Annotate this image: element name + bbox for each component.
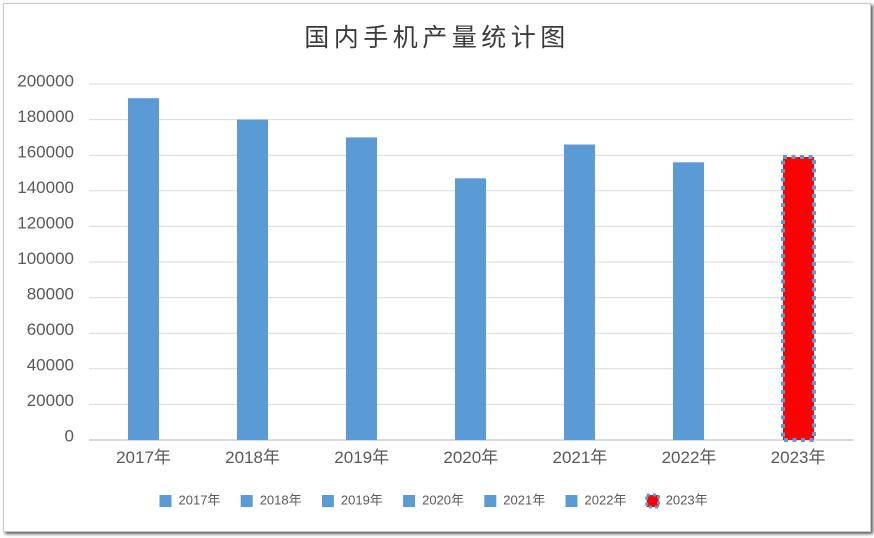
svg-text:160000: 160000 <box>17 143 74 162</box>
svg-text:200000: 200000 <box>17 72 74 91</box>
svg-text:100000: 100000 <box>17 249 74 268</box>
svg-text:2021年: 2021年 <box>552 448 607 467</box>
svg-text:2020年: 2020年 <box>443 448 498 467</box>
svg-text:2019年: 2019年 <box>341 493 383 508</box>
svg-text:2018年: 2018年 <box>260 493 302 508</box>
svg-text:2022年: 2022年 <box>585 493 627 508</box>
svg-text:80000: 80000 <box>27 285 74 304</box>
svg-text:180000: 180000 <box>17 107 74 126</box>
svg-text:2017年: 2017年 <box>179 493 221 508</box>
svg-text:0: 0 <box>65 427 74 446</box>
svg-text:2021年: 2021年 <box>503 493 545 508</box>
svg-text:2018年: 2018年 <box>225 448 280 467</box>
svg-text:40000: 40000 <box>27 356 74 375</box>
svg-text:120000: 120000 <box>17 214 74 233</box>
svg-text:2023年: 2023年 <box>666 493 708 508</box>
svg-text:60000: 60000 <box>27 320 74 339</box>
svg-text:20000: 20000 <box>27 391 74 410</box>
svg-text:140000: 140000 <box>17 178 74 197</box>
svg-text:2022年: 2022年 <box>662 448 717 467</box>
svg-text:2019年: 2019年 <box>334 448 389 467</box>
svg-text:2020年: 2020年 <box>422 493 464 508</box>
svg-text:2023年: 2023年 <box>771 448 826 467</box>
svg-text:2017年: 2017年 <box>116 448 171 467</box>
